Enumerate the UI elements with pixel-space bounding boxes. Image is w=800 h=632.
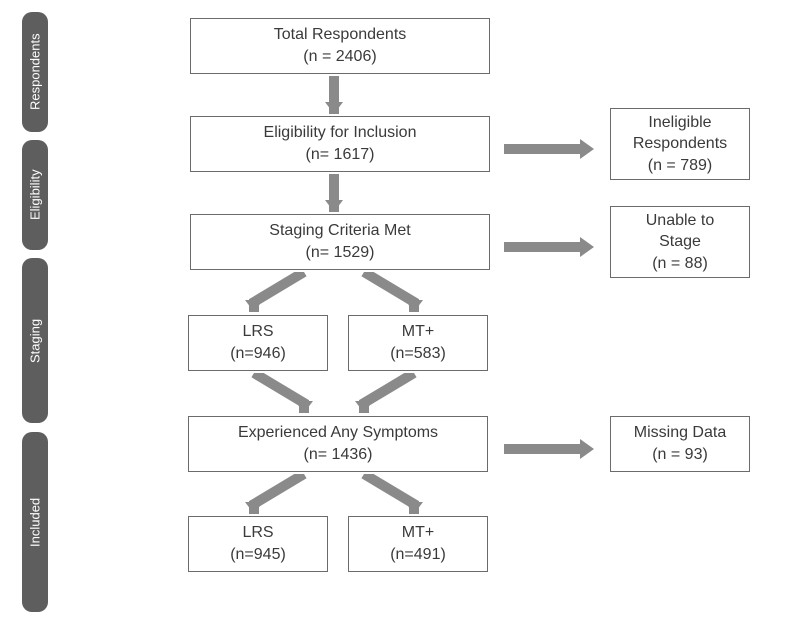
box-n: (n= 1529) (306, 242, 375, 264)
box-title: Ineligible (648, 112, 711, 134)
box-line2: Respondents (633, 133, 727, 155)
arrow-down-icon (354, 474, 424, 516)
arrow-right-icon (504, 138, 596, 160)
box-title: Experienced Any Symptoms (238, 422, 438, 444)
box-title: Eligibility for Inclusion (264, 122, 417, 144)
box-unable-to-stage: Unable to Stage (n = 88) (610, 206, 750, 278)
box-total-respondents: Total Respondents (n = 2406) (190, 18, 490, 74)
arrow-right-icon (504, 236, 596, 258)
stage-label-respondents: Respondents (22, 12, 48, 132)
box-lrs2: LRS (n=945) (188, 516, 328, 572)
box-title: MT+ (402, 321, 434, 343)
box-symptoms: Experienced Any Symptoms (n= 1436) (188, 416, 488, 472)
box-mt1: MT+ (n=583) (348, 315, 488, 371)
stage-label-included: Included (22, 432, 48, 612)
box-title: MT+ (402, 522, 434, 544)
arrow-down-icon (324, 174, 344, 214)
arrow-down-icon (244, 474, 314, 516)
arrow-right-icon (504, 438, 596, 460)
stage-label-staging: Staging (22, 258, 48, 423)
box-title: Unable to (646, 210, 715, 232)
box-n: (n=946) (230, 343, 286, 365)
box-n: (n=491) (390, 544, 446, 566)
box-eligibility: Eligibility for Inclusion (n= 1617) (190, 116, 490, 172)
box-line2: Stage (659, 231, 701, 253)
box-ineligible: Ineligible Respondents (n = 789) (610, 108, 750, 180)
box-title: LRS (242, 522, 273, 544)
box-n: (n=583) (390, 343, 446, 365)
stage-label-eligibility: Eligibility (22, 140, 48, 250)
box-lrs1: LRS (n=946) (188, 315, 328, 371)
arrow-down-icon (324, 76, 344, 116)
box-n: (n = 88) (652, 253, 708, 275)
arrow-down-icon (354, 373, 424, 415)
arrow-down-icon (244, 272, 314, 314)
box-n: (n= 1617) (306, 144, 375, 166)
box-staging: Staging Criteria Met (n= 1529) (190, 214, 490, 270)
box-mt2: MT+ (n=491) (348, 516, 488, 572)
box-n: (n = 2406) (303, 46, 376, 68)
box-title: Total Respondents (274, 24, 407, 46)
box-n: (n = 789) (648, 155, 712, 177)
box-title: Staging Criteria Met (269, 220, 410, 242)
box-title: Missing Data (634, 422, 726, 444)
arrow-down-icon (244, 373, 314, 415)
box-n: (n=945) (230, 544, 286, 566)
box-title: LRS (242, 321, 273, 343)
box-n: (n= 1436) (304, 444, 373, 466)
box-n: (n = 93) (652, 444, 708, 466)
arrow-down-icon (354, 272, 424, 314)
box-missing-data: Missing Data (n = 93) (610, 416, 750, 472)
